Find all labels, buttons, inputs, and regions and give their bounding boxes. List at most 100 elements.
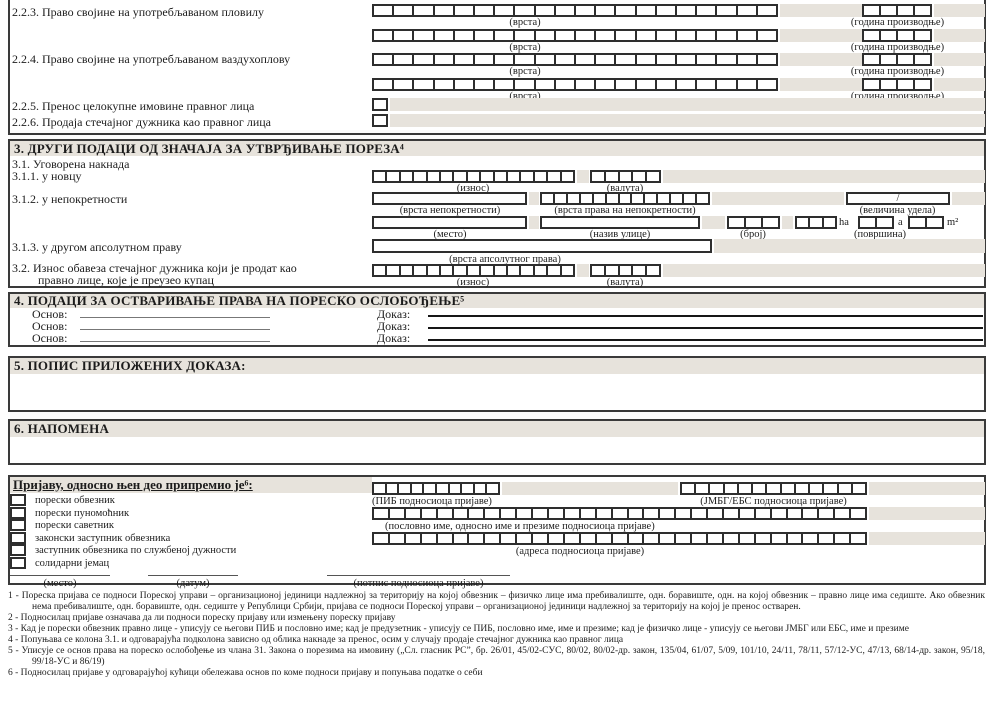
filler-bar: [714, 239, 985, 253]
godina-label: (година производње): [850, 91, 945, 102]
area-a-field[interactable]: [858, 216, 894, 229]
comb-cell: [450, 484, 463, 493]
absolute-right-type-field[interactable]: [372, 239, 712, 253]
comb-cell: [877, 218, 892, 227]
comb-cell: [676, 509, 693, 518]
business-name-field[interactable]: [372, 507, 867, 520]
comb-cell: [581, 194, 594, 203]
place-signature-line[interactable]: [10, 566, 110, 576]
footnote-3: 3 - Кад је порески обвезник правно лице …: [8, 624, 985, 635]
osnov-input-line-1[interactable]: [80, 307, 270, 318]
item-2-2-4-label: 2.2.4. Право својине на употребљаваном в…: [12, 52, 291, 66]
area-ha-field[interactable]: [795, 216, 837, 229]
amount-in-money-field[interactable]: [372, 170, 575, 183]
tax-attorney-checkbox[interactable]: [10, 507, 26, 519]
comb-cell: [637, 31, 657, 40]
share-size-field[interactable]: /: [846, 192, 950, 205]
production-year-field-3[interactable]: [862, 53, 932, 66]
production-year-field-1[interactable]: [862, 4, 932, 17]
comb-cell: [435, 55, 455, 64]
vrsta-nepokretnosti-label: (врста непокретности): [399, 205, 501, 216]
comb-cell: [717, 55, 738, 64]
comb-cell: [864, 80, 881, 89]
comb-cell: [576, 31, 597, 40]
comb-cell: [455, 6, 476, 15]
right-on-real-estate-field[interactable]: [540, 192, 710, 205]
aircraft-type-field-2[interactable]: [372, 78, 778, 91]
osnov-input-line-3[interactable]: [80, 331, 270, 342]
footnote-4: 4 - Попуњава се колона 3.1. и одговарају…: [8, 635, 985, 646]
business-name-label: (пословно име, односно име и презиме под…: [385, 521, 655, 532]
valuta-label: (валута): [606, 277, 644, 288]
comb-cell: [374, 80, 395, 89]
comb-cell: [692, 509, 709, 518]
date-signature-line[interactable]: [148, 566, 238, 576]
comb-cell: [637, 55, 657, 64]
filler-bar: [663, 170, 985, 183]
section6-content-area[interactable]: [10, 437, 984, 463]
comb-cell: [606, 172, 620, 181]
comb-cell: [677, 31, 698, 40]
dokaz-input-line-1[interactable]: [428, 306, 983, 317]
submitter-signature-line[interactable]: [327, 566, 510, 576]
street-name-field[interactable]: [540, 216, 700, 229]
comb-cell: [394, 80, 415, 89]
comb-cell: [495, 55, 516, 64]
comb-cell: [677, 55, 698, 64]
comb-cell: [819, 509, 836, 518]
tax-advisor-checkbox[interactable]: [10, 519, 26, 531]
real-estate-type-field[interactable]: [372, 192, 527, 205]
comb-cell: [438, 534, 454, 543]
comb-cell: [576, 80, 597, 89]
street-number-field[interactable]: [727, 216, 780, 229]
comb-cell: [657, 6, 678, 15]
legal-representative-checkbox[interactable]: [10, 532, 26, 544]
aircraft-type-field-1[interactable]: [372, 53, 778, 66]
footnote-5-text: Уписује се основ права на пореско ослобо…: [21, 646, 986, 667]
currency-field-2[interactable]: [590, 264, 661, 277]
comb-cell: [535, 172, 549, 181]
comb-cell: [414, 80, 435, 89]
comb-cell: [406, 534, 422, 543]
section5-content-area[interactable]: [10, 374, 984, 410]
comb-cell: [658, 194, 672, 203]
ex-officio-representative-checkbox[interactable]: [10, 544, 26, 556]
comb-cell: [555, 194, 568, 203]
pib-field[interactable]: [372, 482, 500, 495]
comb-cell: [475, 6, 496, 15]
production-year-field-2[interactable]: [862, 29, 932, 42]
currency-field-1[interactable]: [590, 170, 661, 183]
godina-label: (година производње): [850, 42, 945, 53]
transfer-all-assets-checkbox[interactable]: [372, 98, 388, 111]
debtor-obligations-amount-field[interactable]: [372, 264, 575, 277]
osnov-input-line-2[interactable]: [80, 319, 270, 330]
comb-cell: [620, 194, 633, 203]
jmbg-ebs-field[interactable]: [680, 482, 867, 495]
vessel-type-field-1[interactable]: [372, 4, 778, 17]
comb-cell: [724, 534, 740, 543]
comb-cell: [740, 509, 756, 518]
comb-cell: [556, 80, 577, 89]
production-year-field-4[interactable]: [862, 78, 932, 91]
comb-cell: [475, 484, 488, 493]
place-field[interactable]: [372, 216, 527, 229]
comb-cell: [454, 266, 468, 275]
dokaz-input-line-3[interactable]: [428, 330, 983, 341]
taxpayer-checkbox[interactable]: [10, 494, 26, 506]
comb-cell: [740, 534, 756, 543]
address-field[interactable]: [372, 532, 867, 545]
area-m2-field[interactable]: [908, 216, 944, 229]
filler-bar: [577, 170, 589, 183]
comb-cell: [508, 266, 522, 275]
comb-cell: [374, 509, 390, 518]
mesto-signature-label: (место): [43, 578, 77, 589]
dokaz-input-line-2[interactable]: [428, 318, 983, 329]
comb-cell: [616, 6, 637, 15]
vrsta-apsolutnog-prava-label: (врста апсолутног права): [449, 254, 561, 265]
comb-cell: [562, 172, 573, 181]
vessel-type-field-2[interactable]: [372, 29, 778, 42]
joint-guarantor-checkbox[interactable]: [10, 557, 26, 569]
filler-bar: [529, 216, 539, 229]
bankruptcy-debtor-sale-checkbox[interactable]: [372, 114, 388, 127]
comb-cell: [692, 534, 709, 543]
